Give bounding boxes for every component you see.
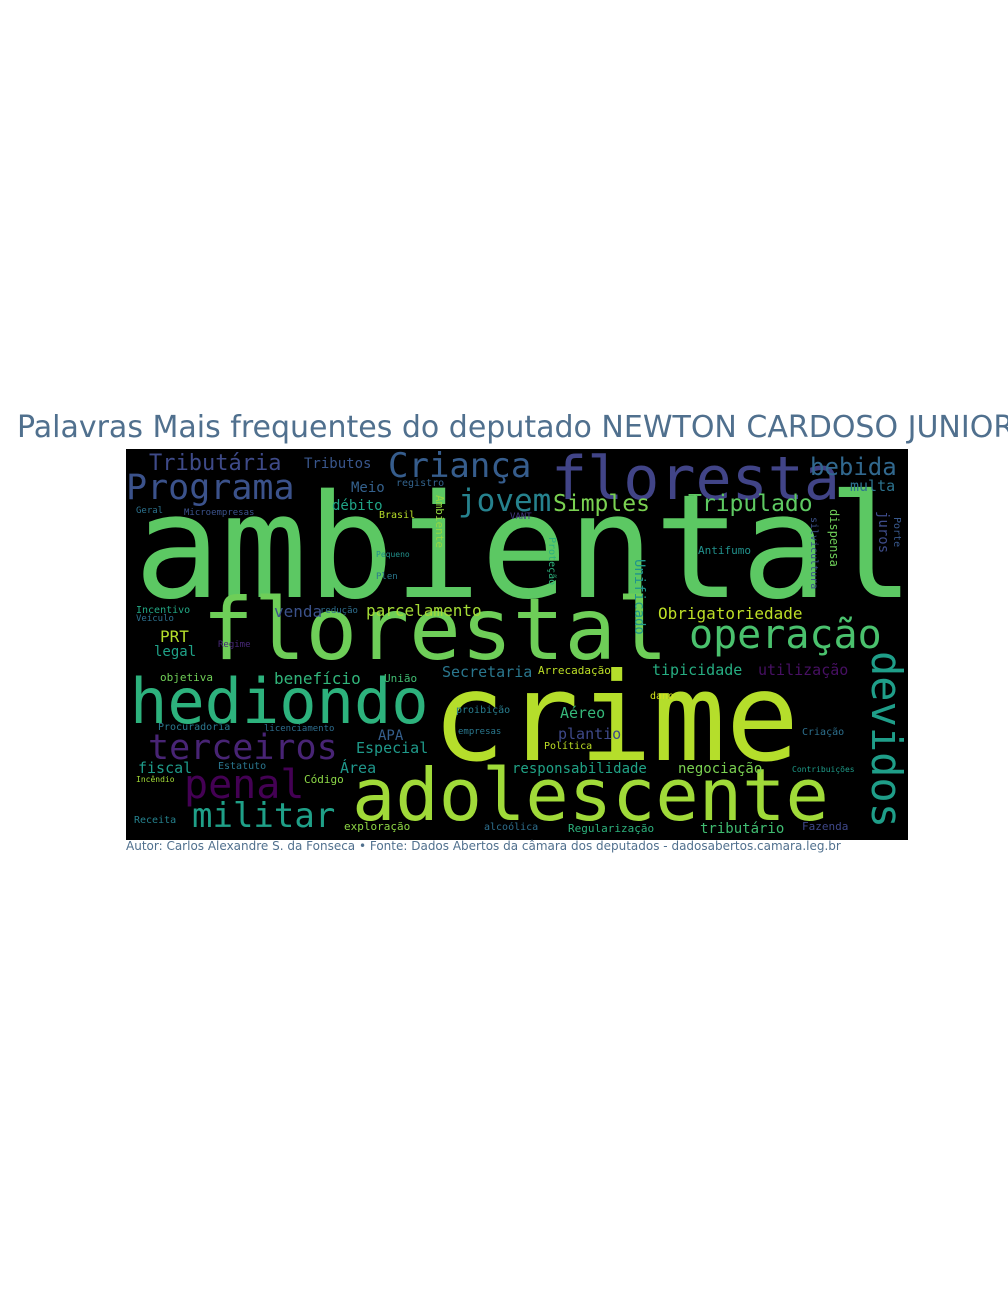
cloud-word: Microempresas — [184, 508, 255, 518]
cloud-word: licenciamento — [264, 724, 335, 734]
cloud-word: exploração — [344, 820, 411, 833]
cloud-word: Ambiente — [433, 495, 446, 548]
cloud-word: Criação — [802, 727, 845, 738]
cloud-word: ambiental — [134, 463, 908, 631]
cloud-word: terceiros — [148, 728, 338, 768]
cloud-word: União — [384, 672, 418, 685]
cloud-word: Procuradoria — [158, 722, 231, 733]
cloud-word: PRT — [160, 627, 189, 646]
cloud-word: objetiva — [160, 671, 213, 684]
cloud-word: floresta — [551, 449, 840, 514]
cloud-word: Proteção — [546, 537, 557, 586]
cloud-word: Incêndio — [136, 775, 175, 784]
cloud-word: Veículo — [136, 614, 174, 624]
figure-title: Palavras Mais frequentes do deputado NEW… — [17, 410, 1008, 445]
cloud-word: negociação — [678, 761, 763, 777]
cloud-word: registro — [396, 478, 445, 489]
cloud-word: Brasil — [379, 510, 416, 521]
cloud-word: florestal — [202, 580, 668, 680]
cloud-word: Porte — [891, 517, 902, 548]
cloud-word: responsabilidade — [512, 761, 647, 777]
cloud-word: Receita — [134, 815, 177, 826]
cloud-word: Fazenda — [802, 820, 849, 833]
cloud-word: militar — [192, 796, 336, 836]
cloud-word: Especial — [356, 739, 429, 757]
cloud-word: dispensa — [827, 509, 841, 567]
cloud-word: fiscal — [138, 759, 193, 777]
cloud-word: VANT — [510, 512, 532, 522]
cloud-word: alcoólica — [484, 822, 539, 833]
cloud-word: débito — [332, 498, 383, 514]
cloud-word: crime — [432, 647, 800, 789]
cloud-word: Regime — [218, 640, 251, 650]
cloud-word: Meio — [351, 480, 385, 496]
word-cloud: ambiental crime florestal adolescente flores… — [126, 449, 908, 840]
cloud-word: Pequeno — [376, 550, 410, 559]
cloud-word: Estatuto — [218, 761, 267, 772]
cloud-word: penal — [184, 762, 305, 808]
cloud-word: Tripulado — [688, 491, 813, 517]
cloud-word: proibição — [456, 705, 511, 716]
cloud-word: devidos — [862, 651, 908, 829]
cloud-word: Tributária — [149, 451, 282, 476]
cloud-word: Simples — [553, 491, 650, 517]
cloud-word: operação — [689, 612, 882, 658]
cloud-word: Programa — [126, 468, 295, 508]
cloud-word: Obrigatoriedade — [658, 604, 803, 623]
cloud-word: Regularização — [568, 822, 655, 835]
cloud-word: redução — [320, 606, 358, 616]
cloud-word: Incentivo — [136, 605, 191, 616]
cloud-word: Área — [340, 759, 377, 777]
cloud-word: silvicultura — [808, 517, 819, 590]
cloud-word: empresas — [458, 727, 502, 737]
cloud-word: Aéreo — [560, 704, 606, 722]
cloud-word: Plen — [376, 572, 398, 582]
cloud-word: Criança — [388, 449, 532, 486]
cloud-word: hediondo — [130, 665, 429, 738]
cloud-word: Política — [544, 741, 593, 752]
cloud-word: benefício — [274, 669, 361, 688]
cloud-word: jovem — [458, 483, 552, 519]
cloud-word: bebida — [810, 453, 897, 481]
cloud-word: Arrecadação — [538, 664, 611, 677]
cloud-word: parcelamento — [366, 601, 482, 620]
cloud-word: adolescente — [352, 753, 829, 837]
cloud-word: APA — [378, 728, 404, 744]
cloud-word: dano — [650, 691, 675, 702]
cloud-word: tipicidade — [652, 661, 743, 679]
cloud-word: legal — [154, 644, 197, 660]
cloud-word: juros — [875, 511, 891, 554]
cloud-word: plantio — [558, 725, 622, 743]
cloud-word: Geral — [136, 506, 164, 516]
cloud-word: Tributos — [304, 456, 372, 472]
cloud-word: Contribuições — [792, 765, 855, 774]
cloud-word: Código — [304, 773, 344, 786]
cloud-word: Secretaria — [442, 663, 533, 681]
cloud-word: Antifumo — [698, 544, 751, 557]
figure-caption: Autor: Carlos Alexandre S. da Fonseca • … — [126, 839, 841, 853]
cloud-word: Unificado — [631, 559, 647, 635]
cloud-word: venda — [274, 602, 323, 621]
cloud-word: tributário — [700, 821, 785, 837]
cloud-word: utilização — [758, 661, 849, 679]
cloud-word: multa — [850, 477, 896, 495]
